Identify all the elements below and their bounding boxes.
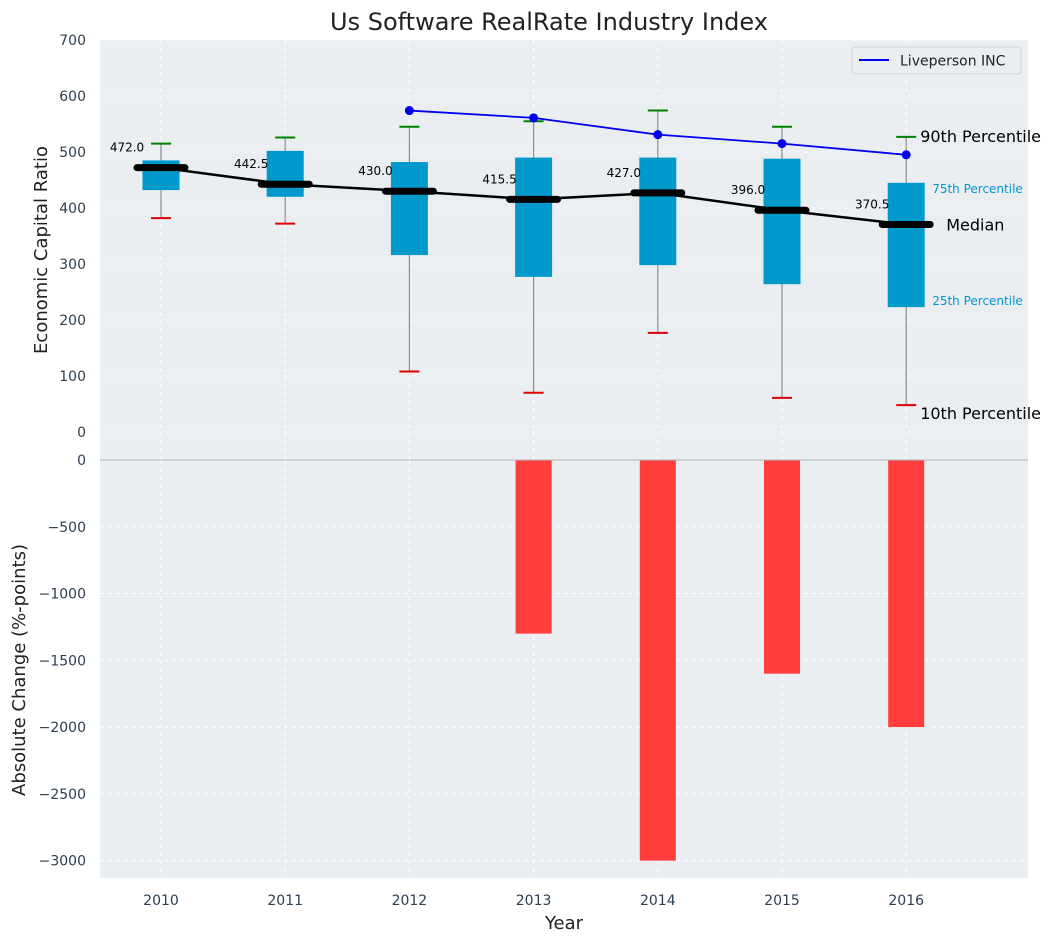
top-y-tick-500: 500 (59, 145, 86, 161)
x-tick-labels: 2010 2011 2012 2013 2014 2015 2016 (143, 893, 924, 909)
median-trend (160, 166, 907, 226)
annotation-p25: 25th Percentile (932, 294, 1023, 308)
x-tick-2014: 2014 (640, 893, 676, 909)
bar-2013 (515, 460, 552, 634)
bottom-y-tick--500: −500 (48, 520, 86, 536)
x-tick-2010: 2010 (143, 893, 179, 909)
bar-2016 (888, 460, 925, 728)
box-2016 (887, 182, 925, 308)
top-y-tick-100: 100 (59, 369, 86, 385)
legend-label: Liveperson INC (900, 54, 1006, 70)
x-tick-2011: 2011 (267, 893, 303, 909)
median-label-2015: 396.0 (731, 183, 765, 197)
box-2015 (763, 158, 801, 285)
bottom-y-tick--2500: −2500 (39, 787, 86, 803)
bar-2015 (764, 460, 800, 674)
annotation-p10: 10th Percentile (920, 404, 1041, 423)
box-2014 (639, 157, 677, 266)
top-y-tick-700: 700 (59, 33, 86, 49)
bottom-plot-area (100, 460, 1028, 878)
top-y-tick-0: 0 (77, 425, 86, 441)
annotation-p75: 75th Percentile (932, 182, 1023, 196)
series-point-2016 (901, 150, 911, 160)
bottom-y-tick--1500: −1500 (39, 653, 86, 669)
top-y-tick-300: 300 (59, 257, 86, 273)
bottom-y-tick--2000: −2000 (39, 720, 86, 736)
top-y-tick-400: 400 (59, 201, 86, 217)
x-axis-label: Year (544, 913, 584, 934)
bottom-panel: 0−500−1000−1500−2000−2500−3000 2010 2011 2… (9, 453, 1028, 934)
change-bars (515, 460, 925, 861)
annotation-median: Median (946, 216, 1004, 235)
box-2013 (515, 157, 553, 277)
median-label-2012: 430.0 (358, 164, 392, 178)
annotation-p90: 90th Percentile (920, 127, 1041, 146)
top-y-tick-200: 200 (59, 313, 86, 329)
median-label-2011: 442.5 (234, 157, 268, 171)
series-point-2012 (404, 106, 414, 116)
bottom-y-tick--1000: −1000 (39, 587, 86, 603)
bottom-y-axis-label: Absolute Change (%-points) (9, 544, 30, 796)
legend: Liveperson INC (851, 46, 1022, 75)
series-point-2014 (653, 130, 663, 140)
median-trend-line (160, 166, 907, 226)
chart-title: Us Software RealRate Industry Index (330, 8, 768, 36)
top-y-tick-600: 600 (59, 89, 86, 105)
bottom-y-tick-0: 0 (77, 453, 86, 469)
median-label-2016: 370.5 (855, 198, 889, 212)
median-label-2010: 472.0 (110, 141, 144, 155)
series-point-2015 (777, 139, 787, 149)
percentile-annotations: 90th Percentile 75th Percentile Median 25th… (920, 127, 1041, 423)
series-point-2013 (529, 113, 539, 123)
top-y-tick-labels: 0 100 200 300 400 500 600 700 (59, 33, 86, 441)
box-2012 (390, 162, 428, 256)
bottom-y-tick--3000: −3000 (39, 854, 86, 870)
x-tick-2013: 2013 (516, 893, 552, 909)
median-label-2014: 427.0 (607, 166, 641, 180)
x-tick-2012: 2012 (392, 893, 428, 909)
x-tick-2015: 2015 (764, 893, 800, 909)
top-y-axis-label: Economic Capital Ratio (31, 146, 52, 354)
median-label-2013: 415.5 (482, 172, 516, 186)
box-2011 (266, 150, 304, 197)
x-tick-2016: 2016 (888, 893, 924, 909)
company-series (404, 106, 911, 160)
bar-2014 (639, 460, 676, 861)
bottom-y-tick-labels: 0 −500 −1000 −1500 −2000 −2500 −3000 (39, 453, 86, 870)
top-plot-area (100, 40, 1028, 460)
legend-box (851, 46, 1022, 75)
top-panel: 0 100 200 300 400 500 600 700 472.0 442.5 430.0 41… (31, 33, 1041, 460)
